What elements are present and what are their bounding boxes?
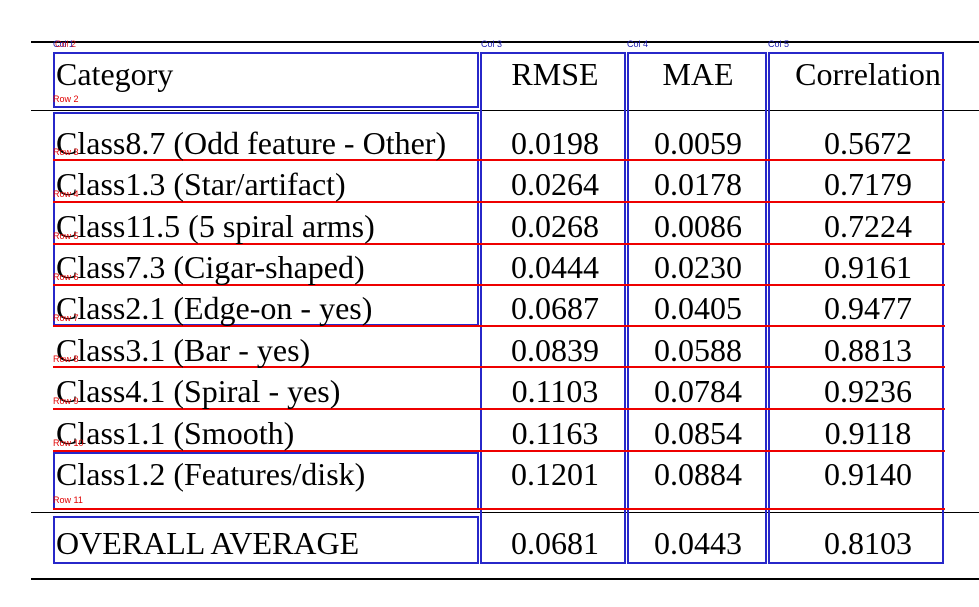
row-mae: 0.0178 <box>654 166 742 202</box>
row-rmse: 0.0839 <box>511 332 599 368</box>
col-label: Col 5 <box>768 39 790 49</box>
row-line <box>53 408 945 410</box>
row-category: Class11.5 (5 spiral arms) <box>56 208 375 244</box>
row-correlation: 0.9118 <box>824 415 912 451</box>
row-category: Class1.2 (Features/disk) <box>56 456 366 492</box>
row-label: Row 8 <box>53 354 79 364</box>
row-line <box>53 508 945 510</box>
row-correlation: 0.9236 <box>824 373 912 409</box>
row-rmse: 0.0264 <box>511 166 599 202</box>
row-label: Row 9 <box>53 396 79 406</box>
row-correlation: 0.7224 <box>824 208 912 244</box>
row-mae: 0.0854 <box>654 415 742 451</box>
total-mae: 0.0443 <box>654 525 742 561</box>
row-mae: 0.0884 <box>654 456 742 492</box>
header-correlation: Correlation <box>795 56 941 92</box>
row-line <box>53 201 945 203</box>
row-correlation: 0.7179 <box>824 166 912 202</box>
row-correlation: 0.9161 <box>824 249 912 285</box>
col-label: Col 4 <box>627 39 649 49</box>
row-line <box>53 325 945 327</box>
row-line <box>53 366 945 368</box>
row-mae: 0.0588 <box>654 332 742 368</box>
header-rule <box>31 110 979 111</box>
row-correlation: 0.5672 <box>824 125 912 161</box>
row-rmse: 0.1163 <box>511 415 599 451</box>
row-category: Class2.1 (Edge-on - yes) <box>56 290 373 326</box>
row-category: Class1.3 (Star/artifact) <box>56 166 346 202</box>
row-rmse: 0.0198 <box>511 125 599 161</box>
row-correlation: 0.9477 <box>824 290 912 326</box>
row-correlation: 0.8813 <box>824 332 912 368</box>
col-label: Col 3 <box>481 39 503 49</box>
row-label: Row 4 <box>53 189 79 199</box>
row-correlation: 0.9140 <box>824 456 912 492</box>
col-label: Col 1 <box>53 39 75 49</box>
col-box-header-category <box>53 52 479 108</box>
header-category: Category <box>56 56 174 92</box>
row-line <box>53 450 945 452</box>
col-box-category-total <box>53 516 479 564</box>
total-correlation: 0.8103 <box>824 525 912 561</box>
col-label: Col 2 <box>55 39 77 49</box>
row-mae: 0.0059 <box>654 125 742 161</box>
row-line <box>53 284 945 286</box>
row-label: Row 5 <box>53 231 79 241</box>
row-label: Row 11 <box>53 495 83 505</box>
bottom-rule <box>31 578 979 580</box>
row-label: Row 6 <box>53 272 79 282</box>
col-box-rmse <box>480 52 626 564</box>
row-mae: 0.0405 <box>654 290 742 326</box>
row-label: Row 3 <box>53 147 79 157</box>
row-category: Class4.1 (Spiral - yes) <box>56 373 341 409</box>
row-rmse: 0.0444 <box>511 249 599 285</box>
total-rmse: 0.0681 <box>511 525 599 561</box>
total-rule <box>31 512 979 513</box>
row-mae: 0.0230 <box>654 249 742 285</box>
row-rmse: 0.0687 <box>511 290 599 326</box>
row-label: Row 10 <box>53 438 84 448</box>
col-box-correlation <box>768 52 944 564</box>
row-category: Class7.3 (Cigar-shaped) <box>56 249 365 285</box>
total-category: OVERALL AVERAGE <box>56 525 360 561</box>
col-box-mae <box>627 52 767 564</box>
row-rmse: 0.0268 <box>511 208 599 244</box>
header-rmse: RMSE <box>511 56 599 92</box>
row-label: Row 2 <box>53 94 79 104</box>
row-label: Row 7 <box>53 313 79 323</box>
row-rmse: 0.1201 <box>511 456 599 492</box>
row-category: Class1.1 (Smooth) <box>56 415 295 451</box>
row-mae: 0.0784 <box>654 373 742 409</box>
row-category: Class3.1 (Bar - yes) <box>56 332 311 368</box>
header-mae: MAE <box>662 56 734 92</box>
top-rule <box>31 41 979 43</box>
row-line <box>53 159 945 161</box>
row-mae: 0.0086 <box>654 208 742 244</box>
row-rmse: 0.1103 <box>511 373 599 409</box>
row-category: Class8.7 (Odd feature - Other) <box>56 125 447 161</box>
row-line <box>53 243 945 245</box>
